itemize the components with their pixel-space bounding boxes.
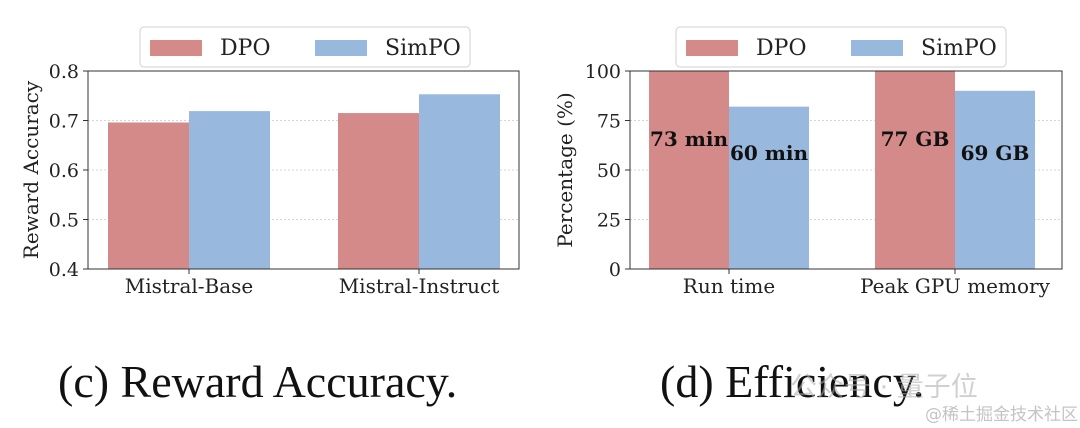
y-tick-label: 0.5 xyxy=(49,210,79,232)
legend-swatch-dpo xyxy=(150,40,202,56)
bar-simpo-1 xyxy=(955,90,1035,269)
legend-label-dpo: DPO xyxy=(756,36,806,61)
x-tick-label: Mistral-Instruct xyxy=(339,274,500,298)
y-tick-label: 75 xyxy=(597,111,621,133)
y-tick-label: 50 xyxy=(597,160,621,182)
x-tick-label: Peak GPU memory xyxy=(860,274,1050,298)
bar-label-dpo-1: 77 GB xyxy=(881,127,950,151)
legend-swatch-simpo xyxy=(315,40,367,56)
bar-dpo-0 xyxy=(649,71,729,269)
plot-frame xyxy=(87,70,520,270)
bar-label-simpo-1: 69 GB xyxy=(961,141,1030,165)
plot-frame xyxy=(629,70,1063,270)
bar-label-dpo-0: 73 min xyxy=(650,127,729,151)
bar-simpo-0 xyxy=(729,106,809,269)
chart-reward-accuracy: 0.4 0.5 0.6 0.7 0.8 Reward Accuracy Mistral-Ba… xyxy=(19,26,520,298)
x-tick-label: Mistral-Base xyxy=(125,274,254,298)
caption-reward-accuracy: (c) Reward Accuracy. xyxy=(58,356,458,407)
bar-dpo-1 xyxy=(875,71,955,269)
y-tick-label: 25 xyxy=(597,210,621,232)
caption-efficiency: (d) Efficiency. xyxy=(660,356,925,407)
y-tick-label: 0 xyxy=(609,259,621,281)
legend-label-simpo: SimPO xyxy=(385,36,461,61)
legend-label-dpo: DPO xyxy=(220,36,270,61)
bar-dpo-0 xyxy=(108,122,189,269)
legend-swatch-simpo xyxy=(851,40,903,56)
y-axis-label: Reward Accuracy xyxy=(19,80,43,259)
y-tick-label: 0.4 xyxy=(49,259,79,281)
legend-box xyxy=(675,26,1007,68)
bar-simpo-1 xyxy=(419,94,500,269)
x-tick-label: Run time xyxy=(683,274,775,298)
legend-swatch-dpo xyxy=(686,40,738,56)
legend-label-simpo: SimPO xyxy=(921,36,997,61)
legend-box xyxy=(139,26,471,68)
bar-label-simpo-0: 60 min xyxy=(730,141,809,165)
y-tick-label: 0.6 xyxy=(49,160,79,182)
y-tick-label: 0.7 xyxy=(49,111,79,133)
y-axis-label: Percentage (%) xyxy=(553,92,577,247)
watermark-juejin: @稀土掘金技术社区 xyxy=(925,405,1078,425)
y-tick-label: 100 xyxy=(585,61,621,83)
y-tick-label: 0.8 xyxy=(49,61,79,83)
bar-dpo-1 xyxy=(338,113,419,269)
bar-simpo-0 xyxy=(189,111,270,269)
watermark-wechat: 公众号 · 量子位 xyxy=(790,372,978,403)
